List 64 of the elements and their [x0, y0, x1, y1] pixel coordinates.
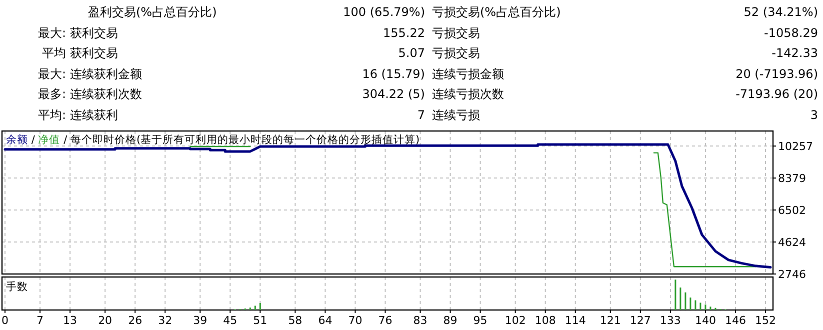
x-tick-label: 121: [600, 314, 621, 327]
text: 平均: [42, 46, 66, 60]
text: 7: [417, 108, 425, 122]
x-tick-label: 152: [754, 314, 776, 327]
x-tick-label: 133: [660, 314, 681, 327]
x-tick-label: 39: [193, 314, 208, 327]
x-tick-label: 76: [378, 314, 392, 327]
y-tick-label: 6502: [778, 204, 806, 218]
text: 最大:: [38, 67, 66, 81]
text: -7193.96 (20): [736, 87, 818, 101]
text: 20 (-7193.96): [736, 67, 818, 81]
x-tick-label: 127: [630, 314, 651, 327]
text: 155.22: [383, 26, 425, 40]
x-tick-label: 146: [724, 314, 746, 327]
text: 连续亏损: [432, 108, 480, 122]
text: 获利交易: [70, 46, 118, 60]
text: 亏损交易(%占总百分比): [432, 5, 561, 19]
text: 亏损交易: [432, 26, 480, 40]
chart-title: 手数: [6, 280, 28, 293]
y-tick-label: 10257: [778, 140, 813, 154]
text: 304.22 (5): [362, 87, 425, 101]
text: 连续获利金额: [70, 67, 142, 81]
text: 3: [810, 108, 818, 122]
text: 连续获利次数: [70, 87, 142, 101]
text: 连续亏损金额: [432, 67, 504, 81]
x-tick-label: 83: [413, 314, 428, 327]
text: 连续获利: [70, 108, 118, 122]
x-tick-label: 7: [36, 314, 44, 327]
text: 连续亏损次数: [432, 87, 504, 101]
text: 亏损交易: [432, 46, 480, 60]
text: 平均:: [38, 108, 66, 122]
x-tick-label: 95: [473, 314, 488, 327]
text: 16 (15.79): [362, 67, 425, 81]
x-tick-label: 70: [348, 314, 362, 327]
x-tick-label: 51: [253, 314, 268, 327]
text: 100 (65.79%): [343, 5, 425, 19]
text: 净值: [38, 134, 60, 146]
x-tick-label: 26: [128, 314, 142, 327]
x-tick-label: 0: [2, 314, 8, 327]
series-label: 余额: [6, 133, 28, 146]
x-tick-label: 32: [158, 314, 172, 327]
annotation: /: [28, 134, 38, 146]
x-tick-label: 140: [694, 314, 716, 327]
x-tick-label: 64: [318, 314, 332, 327]
text: 获利交易: [70, 26, 118, 40]
y-tick-label: 4624: [778, 236, 806, 250]
x-tick-label: 102: [504, 314, 526, 327]
text: 52 (34.21%): [744, 5, 818, 19]
text: -142.33: [772, 46, 818, 60]
text: 5.07: [398, 46, 425, 60]
x-tick-label: 13: [63, 314, 78, 327]
text: 最多:: [38, 87, 66, 101]
x-tick-label: 45: [223, 314, 238, 327]
y-tick-label: 8379: [778, 172, 806, 186]
x-tick-label: 108: [534, 314, 556, 327]
x-tick-label: 114: [564, 314, 586, 327]
x-tick-label: 89: [443, 314, 458, 327]
text: 盈利交易(%占总百分比): [88, 5, 217, 19]
text: 最大:: [38, 26, 66, 40]
text: -1058.29: [764, 26, 818, 40]
x-tick-label: 58: [288, 314, 302, 327]
chart-title: / 每个即时价格(基于所有可利用的最小时段的每一个价格的分形插值计算): [64, 133, 420, 146]
y-tick-label: 2746: [778, 268, 806, 281]
x-tick-label: 20: [98, 314, 112, 327]
